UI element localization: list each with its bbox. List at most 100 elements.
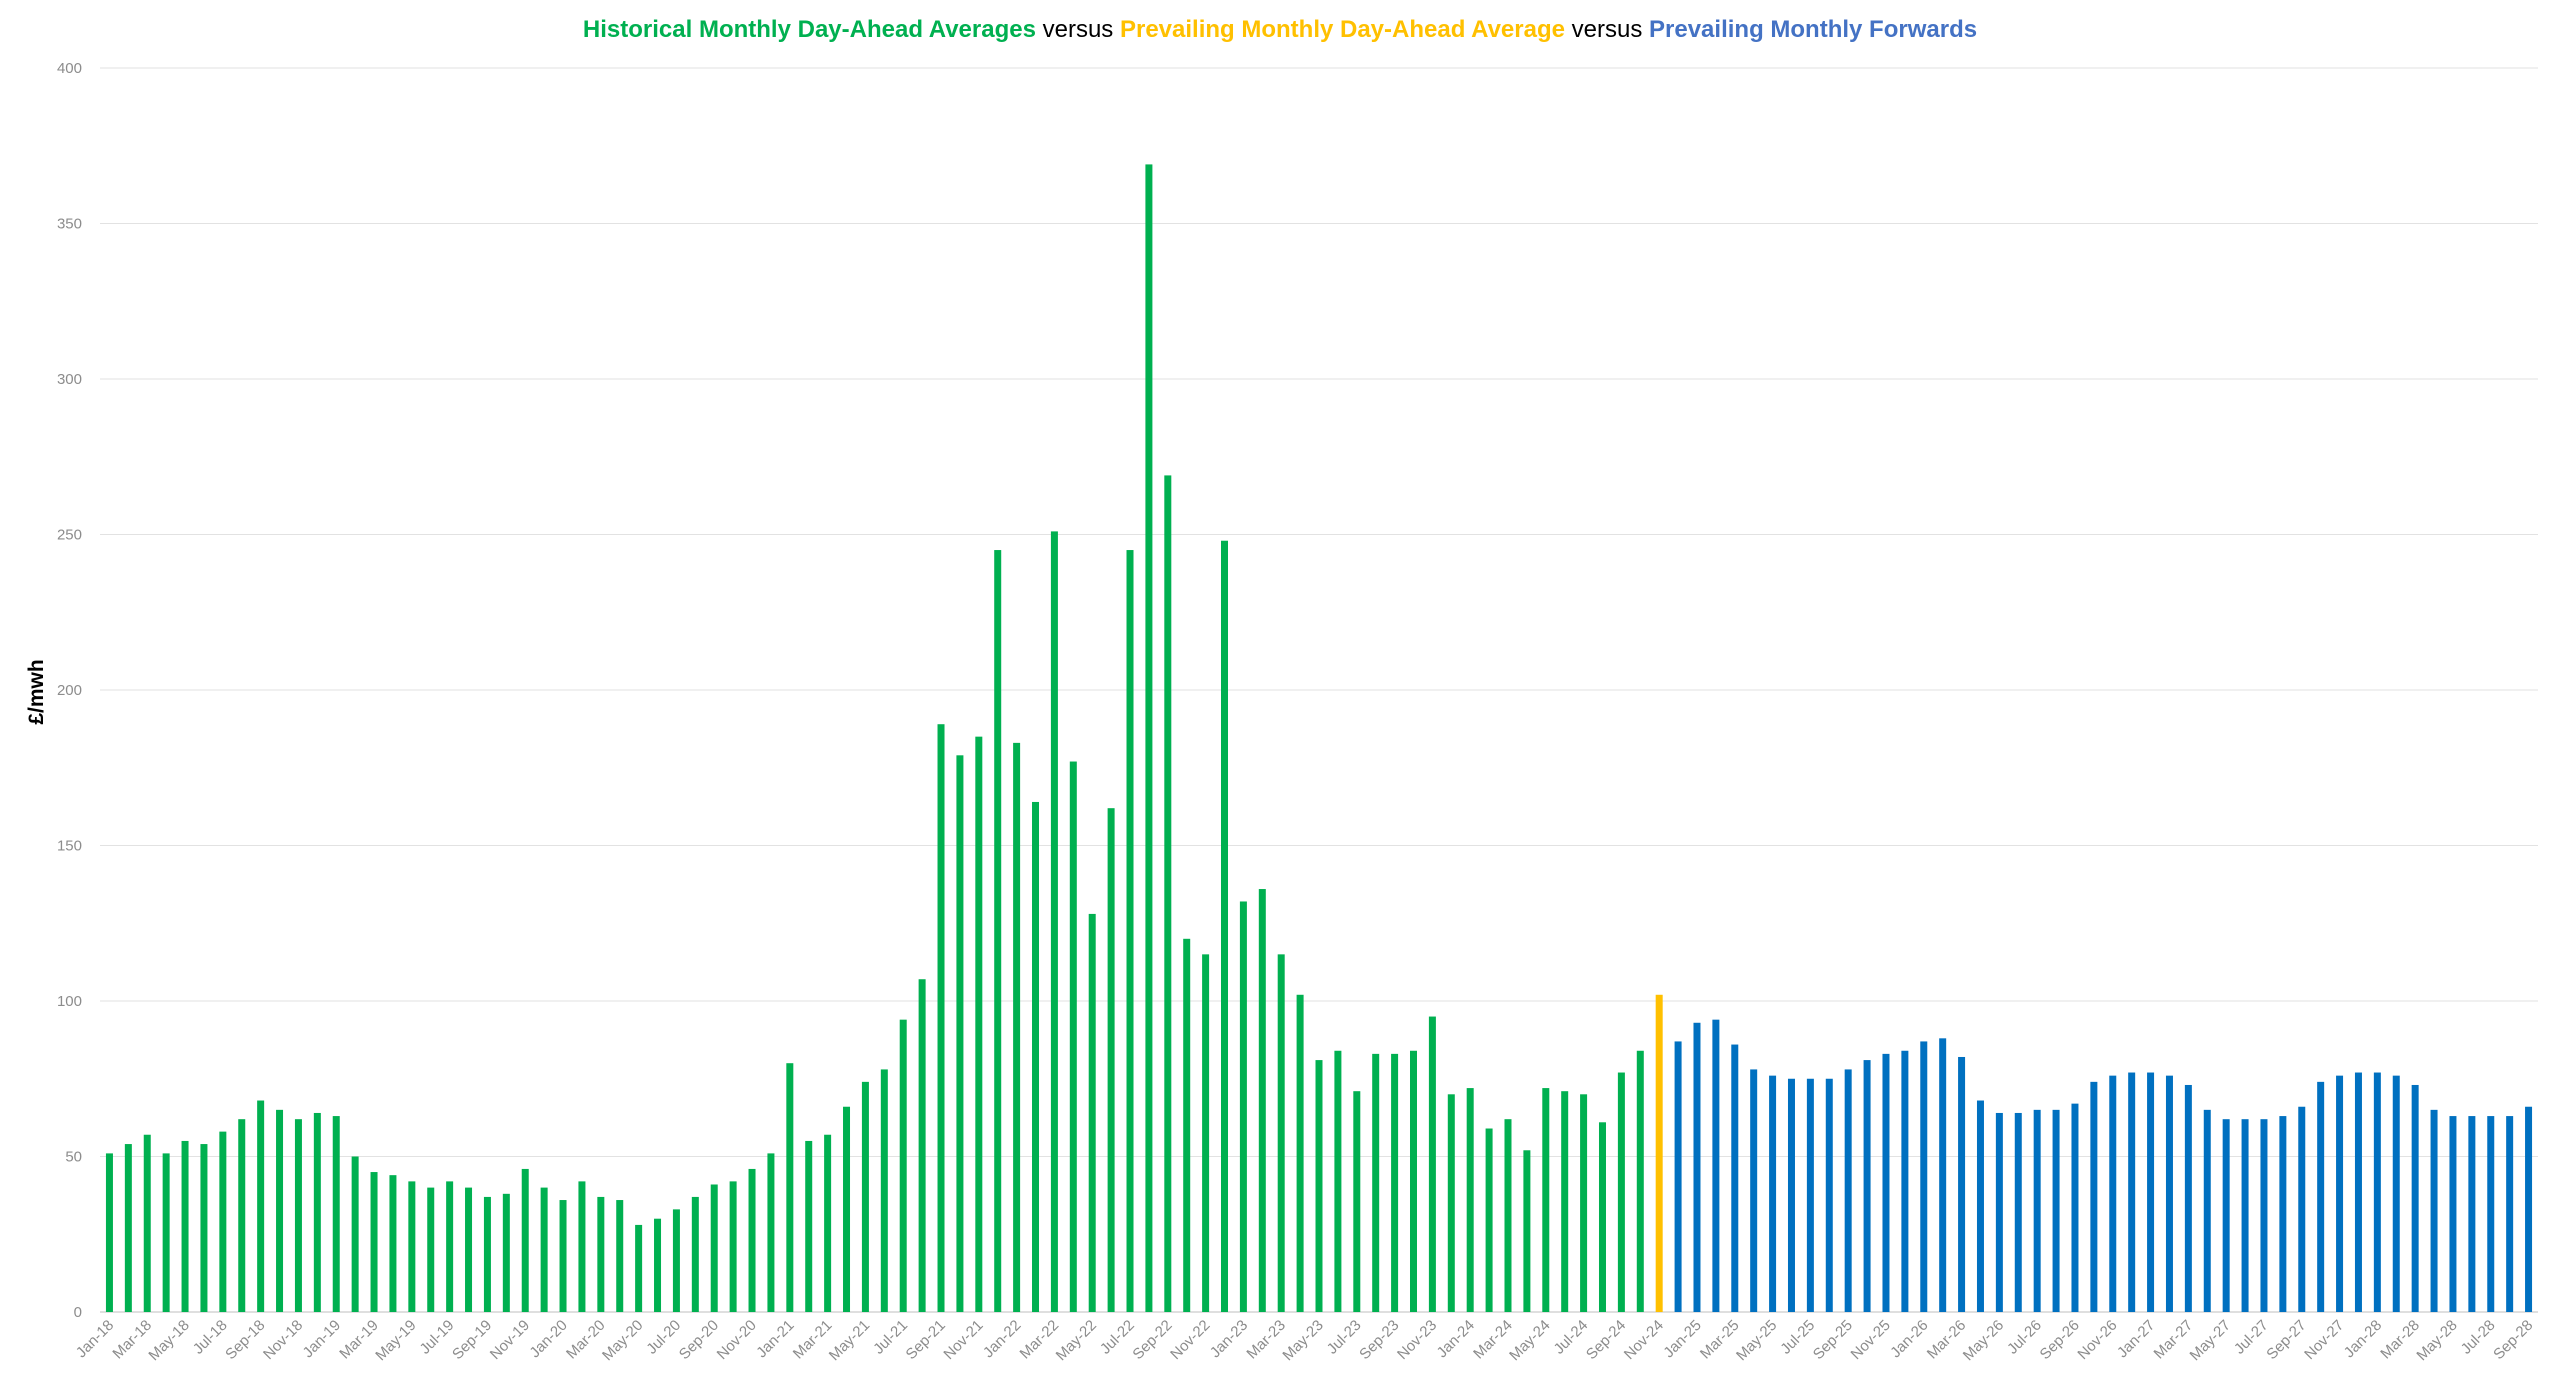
- bar: [597, 1196, 605, 1312]
- title-historical: Historical Monthly Day-Ahead Averages: [582, 16, 1036, 43]
- bar: [294, 1119, 302, 1312]
- bar: [2014, 1112, 2022, 1312]
- x-tick-label: Jan-24: [1434, 1317, 1478, 1361]
- x-tick-label: Jan-20: [526, 1317, 570, 1361]
- title-versus-2: versus: [1564, 16, 1650, 43]
- bar: [1428, 1016, 1436, 1312]
- y-tick-label: 400: [57, 60, 82, 77]
- bar: [1976, 1100, 1984, 1312]
- bar: [1806, 1078, 1814, 1312]
- bar: [143, 1134, 151, 1312]
- bar: [408, 1181, 416, 1312]
- bar: [1920, 1041, 1928, 1312]
- bar: [2317, 1081, 2325, 1312]
- x-tick-label: Jan-22: [980, 1317, 1024, 1361]
- bar: [1107, 808, 1115, 1312]
- bar: [635, 1224, 643, 1312]
- bar: [1145, 164, 1153, 1312]
- y-tick-label: 100: [57, 993, 82, 1010]
- bar: [540, 1187, 548, 1312]
- bar: [1050, 531, 1058, 1312]
- x-tick-label: May-28: [2413, 1317, 2460, 1364]
- y-tick-label: 0: [74, 1304, 82, 1321]
- y-tick-label: 300: [57, 371, 82, 388]
- bar: [1296, 994, 1304, 1312]
- title-versus-1: versus: [1035, 16, 1120, 43]
- bar: [861, 1081, 869, 1312]
- x-tick-label: Sep-20: [676, 1317, 722, 1363]
- bar: [521, 1168, 529, 1312]
- bar: [899, 1019, 907, 1312]
- bar: [1995, 1112, 2003, 1312]
- bar: [2052, 1109, 2060, 1312]
- x-tick-label: Nov-25: [1848, 1317, 1894, 1363]
- x-tick-label: Jan-26: [1887, 1317, 1931, 1361]
- bar: [2203, 1109, 2211, 1312]
- x-tick-label: May-24: [1506, 1317, 1553, 1364]
- bar: [483, 1196, 491, 1312]
- bar: [2222, 1119, 2230, 1312]
- x-tick-label: May-27: [2187, 1317, 2234, 1364]
- bar: [559, 1200, 567, 1312]
- x-tick-label: Jan-19: [300, 1317, 344, 1361]
- bar: [1542, 1088, 1550, 1312]
- bar: [181, 1140, 189, 1312]
- x-axis-ticks: Jan-18Mar-18May-18Jul-18Sep-18Nov-18Jan-…: [73, 1317, 2537, 1364]
- bar: [1315, 1060, 1323, 1312]
- bar: [1183, 938, 1191, 1312]
- bar: [1202, 954, 1210, 1312]
- bar: [1258, 889, 1266, 1312]
- bar: [2336, 1075, 2344, 1312]
- y-axis-ticks: 0 50 100 150 200 250 300 350 400: [57, 60, 82, 1321]
- bar: [748, 1168, 756, 1312]
- bar: [1750, 1069, 1758, 1312]
- x-tick-label: Jan-18: [73, 1317, 117, 1361]
- x-tick-label: May-19: [372, 1317, 419, 1364]
- bar: [2506, 1116, 2514, 1312]
- title-prevailing: Prevailing Monthly Day-Ahead Average: [1119, 16, 1565, 43]
- bar: [1447, 1094, 1455, 1312]
- bar: [2468, 1116, 2476, 1312]
- bar: [332, 1116, 340, 1312]
- x-tick-label: Sep-18: [222, 1317, 268, 1363]
- bar: [1164, 475, 1172, 1312]
- bar: [1353, 1091, 1361, 1312]
- bar: [2392, 1075, 2400, 1312]
- bar: [1636, 1050, 1644, 1312]
- bar: [2147, 1072, 2155, 1312]
- x-tick-label: May-26: [1960, 1317, 2007, 1364]
- bar: [1674, 1041, 1682, 1312]
- bar: [2411, 1084, 2419, 1312]
- bar: [427, 1187, 435, 1312]
- bar: [2449, 1116, 2457, 1312]
- bar: [1863, 1060, 1871, 1312]
- bar: [1901, 1050, 1909, 1312]
- bar: [1504, 1119, 1512, 1312]
- bar: [238, 1119, 246, 1312]
- x-tick-label: Nov-22: [1167, 1317, 1213, 1363]
- bar: [1372, 1053, 1380, 1312]
- x-tick-label: Nov-21: [940, 1317, 986, 1363]
- y-tick-label: 200: [57, 682, 82, 699]
- bar: [124, 1144, 132, 1312]
- x-tick-label: Sep-24: [1583, 1317, 1629, 1363]
- x-tick-label: Sep-22: [1129, 1317, 1175, 1363]
- x-tick-label: Jan-21: [753, 1317, 797, 1361]
- bar: [2165, 1075, 2173, 1312]
- bar: [1277, 954, 1285, 1312]
- x-tick-label: Jan-25: [1660, 1317, 1704, 1361]
- bar: [219, 1131, 227, 1312]
- bar: [1013, 742, 1021, 1312]
- bar: [370, 1172, 378, 1312]
- x-tick-label: Nov-19: [487, 1317, 533, 1363]
- x-tick-label: Sep-23: [1356, 1317, 1402, 1363]
- bar: [2109, 1075, 2117, 1312]
- bar: [1523, 1150, 1531, 1312]
- x-tick-label: Nov-18: [260, 1317, 306, 1363]
- x-tick-label: Nov-26: [2074, 1317, 2120, 1363]
- bar: [1693, 1022, 1701, 1312]
- bar: [1769, 1075, 1777, 1312]
- bar: [2354, 1072, 2362, 1312]
- bar: [1617, 1072, 1625, 1312]
